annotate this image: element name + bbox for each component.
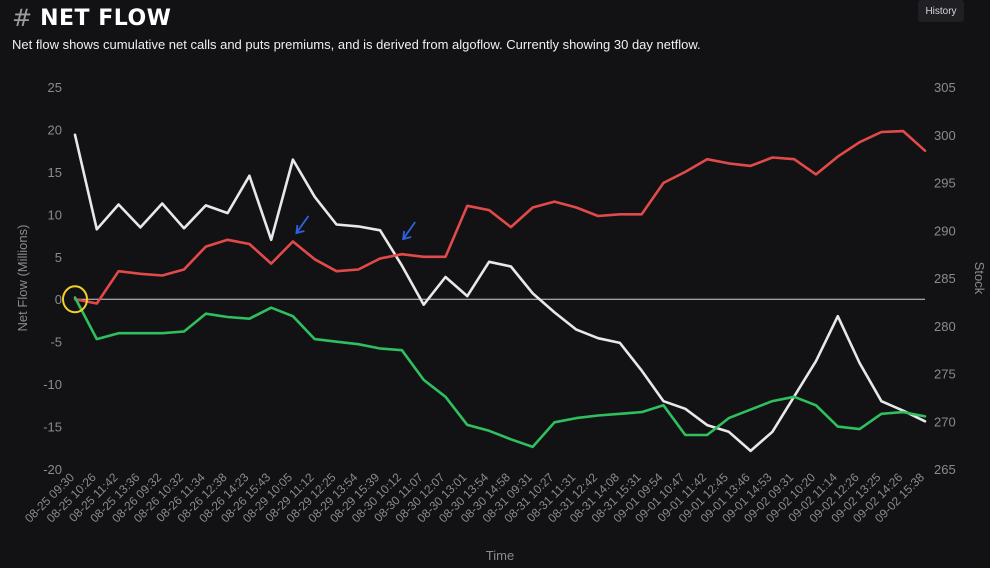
history-button[interactable]: History: [918, 0, 964, 22]
y-tick-label: 20: [48, 122, 62, 137]
y-tick-label: 0: [55, 292, 62, 307]
calls-flow-line: [73, 129, 927, 305]
y2-axis-label: Stock: [972, 262, 987, 295]
right-y-axis: 305 300 295 290 285 280 275 270 265: [934, 80, 956, 477]
y2-tick-label: 280: [934, 319, 956, 334]
left-y-axis: 25 20 15 10 5 0 -5 -10 -15 -20: [43, 80, 62, 477]
y-axis-label: Net Flow (Millions): [15, 225, 30, 332]
y-tick-label: -15: [43, 420, 62, 435]
stock-price-line: [73, 133, 927, 453]
y2-tick-label: 290: [934, 223, 956, 238]
y2-tick-label: 275: [934, 367, 956, 382]
y-tick-label: -20: [43, 462, 62, 477]
yellow-circle-annotation: [62, 285, 88, 314]
y2-tick-label: 300: [934, 128, 956, 143]
y2-tick-label: 305: [934, 80, 956, 95]
chart-header: # NET FLOW: [12, 4, 171, 32]
y-tick-label: -10: [43, 377, 62, 392]
series-group: [73, 129, 927, 453]
blue-arrow-annotation: [402, 221, 416, 241]
annotations: [62, 215, 416, 314]
y-tick-label: 10: [48, 207, 62, 222]
y-tick-label: 25: [48, 80, 62, 95]
y-tick-label: -5: [50, 335, 62, 350]
y-tick-label: 5: [55, 250, 62, 265]
x-axis-label: Time: [486, 548, 514, 563]
page-subtitle: Net flow shows cumulative net calls and …: [12, 37, 701, 52]
y2-tick-label: 285: [934, 271, 956, 286]
blue-arrow-annotation: [295, 215, 310, 235]
y2-tick-label: 270: [934, 414, 956, 429]
hash-icon: #: [12, 4, 33, 32]
y-tick-label: 15: [48, 165, 62, 180]
page-title: NET FLOW: [40, 5, 172, 31]
y2-tick-label: 295: [934, 176, 956, 191]
puts-flow-line: [73, 296, 927, 449]
y2-tick-label: 265: [934, 462, 956, 477]
